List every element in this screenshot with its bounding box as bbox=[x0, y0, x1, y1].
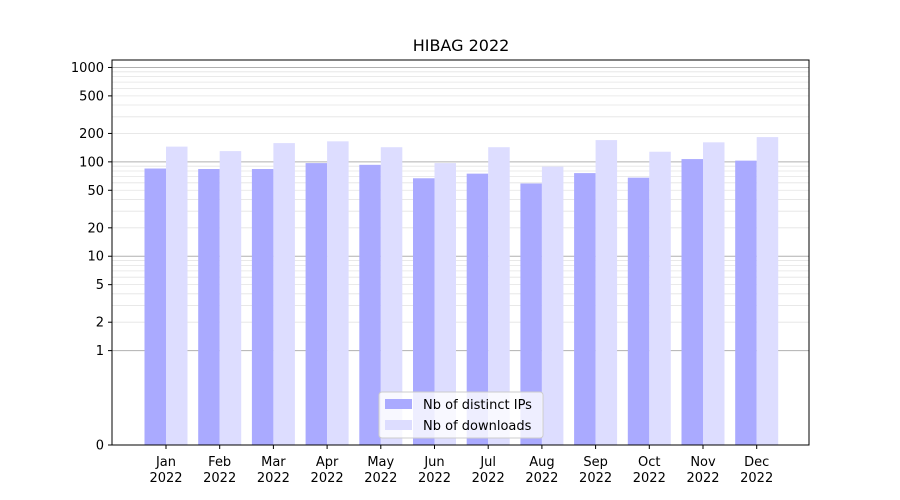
x-tick-label-year: 2022 bbox=[472, 471, 505, 486]
y-tick-label: 0 bbox=[96, 439, 104, 454]
bar-downloads bbox=[756, 137, 779, 446]
y-tick-label: 200 bbox=[79, 127, 104, 142]
x-tick-label-year: 2022 bbox=[633, 471, 666, 486]
y-tick-label: 2 bbox=[96, 316, 104, 331]
bar-downloads bbox=[327, 141, 349, 446]
bar-downloads bbox=[703, 142, 725, 446]
x-tick-label-month: Sep bbox=[583, 455, 608, 470]
bar-downloads bbox=[488, 147, 510, 445]
x-tick-label-year: 2022 bbox=[311, 471, 344, 486]
legend-swatch bbox=[385, 420, 412, 430]
bar-distinct-ips bbox=[251, 169, 274, 445]
bar-distinct-ips bbox=[735, 160, 757, 445]
y-tick-label: 10 bbox=[87, 250, 104, 265]
x-tick-label-year: 2022 bbox=[364, 471, 397, 486]
x-tick-label-month: Jul bbox=[479, 455, 496, 470]
bar-downloads bbox=[219, 151, 242, 446]
x-tick-label-year: 2022 bbox=[257, 471, 290, 486]
bars bbox=[144, 137, 779, 446]
x-tick-label-month: Aug bbox=[529, 455, 554, 470]
bar-distinct-ips bbox=[198, 169, 220, 445]
x-tick-label-year: 2022 bbox=[203, 471, 236, 486]
x-tick-label-month: Jun bbox=[423, 455, 444, 470]
bar-distinct-ips bbox=[466, 173, 489, 446]
bar-distinct-ips bbox=[627, 177, 650, 446]
bar-downloads bbox=[380, 147, 403, 445]
legend: Nb of distinct IPs Nb of downloads bbox=[378, 391, 544, 439]
x-tick-label-month: Mar bbox=[261, 455, 286, 470]
bar-downloads bbox=[434, 163, 456, 445]
bar-distinct-ips bbox=[144, 168, 166, 445]
y-tick-label: 1000 bbox=[71, 61, 104, 76]
y-tick-label: 1 bbox=[96, 344, 104, 359]
x-tick-label-month: Apr bbox=[316, 455, 339, 470]
bar-downloads bbox=[273, 143, 295, 445]
bar-distinct-ips bbox=[305, 163, 328, 445]
x-tick-label-month: May bbox=[367, 455, 394, 470]
bar-distinct-ips bbox=[413, 178, 435, 445]
x-tick-label-year: 2022 bbox=[149, 471, 182, 486]
y-axis: 0 1 2 5 10 20 50 100 200 500 1000 bbox=[71, 61, 112, 454]
x-tick-label-year: 2022 bbox=[418, 471, 451, 486]
bar-downloads bbox=[649, 151, 671, 446]
x-tick-label-year: 2022 bbox=[579, 471, 612, 486]
legend-label: Nb of distinct IPs bbox=[423, 398, 532, 413]
x-tick-label-year: 2022 bbox=[740, 471, 773, 486]
legend-swatch bbox=[385, 399, 412, 409]
plot-frame bbox=[111, 59, 810, 446]
y-tick-label: 5 bbox=[96, 278, 104, 293]
legend-box bbox=[378, 391, 544, 439]
bar-distinct-ips bbox=[681, 159, 703, 445]
bar-distinct-ips bbox=[359, 164, 381, 445]
y-tick-label: 100 bbox=[79, 155, 104, 170]
bar-distinct-ips bbox=[520, 183, 542, 446]
bar-downloads bbox=[166, 146, 188, 445]
x-tick-label-month: Oct bbox=[638, 455, 660, 470]
x-tick-label-year: 2022 bbox=[686, 471, 719, 486]
x-tick-label-month: Dec bbox=[744, 455, 769, 470]
x-tick-label-month: Nov bbox=[690, 455, 716, 470]
legend-label: Nb of downloads bbox=[423, 419, 532, 434]
chart-title: HIBAG 2022 bbox=[413, 36, 510, 55]
bar-downloads bbox=[541, 166, 564, 446]
x-tick-label-month: Jan bbox=[155, 455, 176, 470]
x-tick-label-year: 2022 bbox=[525, 471, 558, 486]
x-axis: Jan2022Feb2022Mar2022Apr2022May2022Jun20… bbox=[149, 445, 773, 486]
bar-downloads bbox=[595, 140, 618, 445]
y-tick-label: 50 bbox=[87, 184, 104, 199]
bar-distinct-ips bbox=[574, 173, 596, 446]
x-tick-label-month: Feb bbox=[208, 455, 231, 470]
y-tick-label: 20 bbox=[87, 221, 104, 236]
y-tick-label: 500 bbox=[79, 89, 104, 104]
